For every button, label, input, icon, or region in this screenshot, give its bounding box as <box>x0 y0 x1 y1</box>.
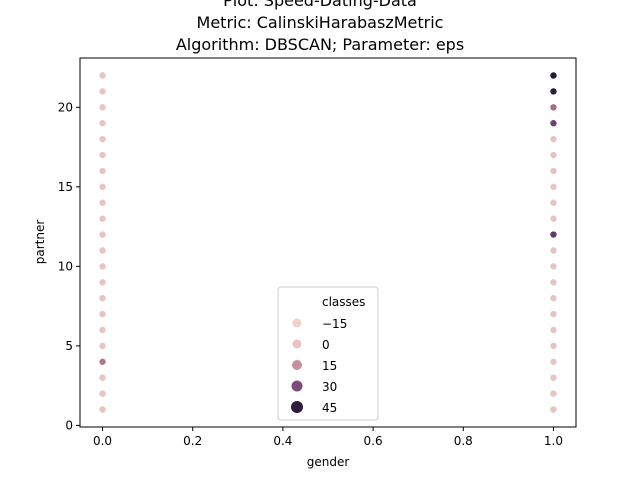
chart-title: Plot: Speed-Dating-Data Metric: Calinski… <box>0 0 640 56</box>
data-point <box>99 183 106 191</box>
data-point <box>99 326 106 334</box>
data-point <box>550 390 557 397</box>
data-point <box>99 88 106 95</box>
x-axis-label: gender <box>307 455 350 469</box>
data-point <box>550 199 557 206</box>
data-point <box>99 231 106 238</box>
data-point <box>99 342 106 350</box>
chart-title-line-1: Plot: Speed-Dating-Data <box>223 0 417 10</box>
data-point <box>550 406 557 413</box>
data-point <box>550 310 557 318</box>
legend-label: 0 <box>322 338 330 352</box>
data-point <box>99 294 106 302</box>
data-point <box>550 263 557 270</box>
x-axis: 0.0 0.2 0.4 0.6 0.8 1.0 <box>93 427 563 448</box>
data-point <box>99 135 106 143</box>
data-point <box>99 72 106 79</box>
x-tick-label: 0.0 <box>93 434 112 448</box>
data-point <box>550 358 557 365</box>
legend-entries: −15 0 15 30 45 <box>291 317 347 415</box>
chart-title-line-2: Metric: CalinskiHarabaszMetric <box>196 13 444 32</box>
x-tick-label: 0.2 <box>183 434 202 448</box>
data-point <box>99 120 106 127</box>
x-tick-label: 1.0 <box>544 434 563 448</box>
legend: classes −15 0 15 30 45 <box>277 286 379 421</box>
y-tick-label: 15 <box>58 180 73 194</box>
points-layer <box>99 72 557 413</box>
data-point <box>550 104 557 111</box>
legend-label: 15 <box>322 359 337 373</box>
plot-frame <box>79 57 577 428</box>
x-tick-label: 0.6 <box>364 434 383 448</box>
data-point <box>550 294 557 302</box>
legend-label: −15 <box>322 317 347 331</box>
y-axis: 0 5 10 15 20 <box>58 100 80 432</box>
data-point <box>99 263 106 270</box>
data-point <box>550 72 557 79</box>
data-point <box>550 88 557 95</box>
y-tick-label: 5 <box>65 339 73 353</box>
data-point <box>550 135 557 143</box>
legend-marker <box>291 380 303 392</box>
y-tick-label: 0 <box>65 418 73 432</box>
data-point <box>99 167 106 175</box>
x-tick-label: 0.4 <box>273 434 292 448</box>
data-point <box>99 374 106 381</box>
legend-label: 45 <box>322 401 337 415</box>
data-point <box>550 326 557 334</box>
y-tick-label: 10 <box>58 259 73 273</box>
data-point <box>99 215 106 222</box>
legend-marker <box>292 360 302 370</box>
data-point <box>99 151 106 159</box>
data-point <box>550 215 557 222</box>
data-point <box>99 358 106 365</box>
data-point <box>99 406 106 413</box>
y-axis-label: partner <box>33 220 47 265</box>
data-point <box>99 199 106 206</box>
y-tick-label: 20 <box>58 100 73 114</box>
chart-title-line-3: Algorithm: DBSCAN; Parameter: eps <box>175 35 465 54</box>
legend-label: 30 <box>322 380 337 394</box>
data-point <box>99 104 106 111</box>
data-point <box>550 279 557 286</box>
legend-title: classes <box>322 295 365 309</box>
data-point <box>99 390 106 397</box>
data-point <box>550 167 557 175</box>
data-point <box>550 120 557 127</box>
x-tick-label: 0.8 <box>454 434 473 448</box>
data-point <box>550 342 557 350</box>
legend-marker <box>292 339 302 349</box>
data-point <box>550 151 557 159</box>
data-point <box>550 374 557 381</box>
data-point <box>550 231 557 238</box>
data-point <box>550 183 557 191</box>
legend-marker <box>291 401 303 413</box>
data-point <box>99 247 106 254</box>
legend-box <box>277 286 379 421</box>
legend-marker <box>292 318 302 328</box>
data-point <box>99 279 106 286</box>
data-point <box>550 247 557 254</box>
data-point <box>99 310 106 318</box>
